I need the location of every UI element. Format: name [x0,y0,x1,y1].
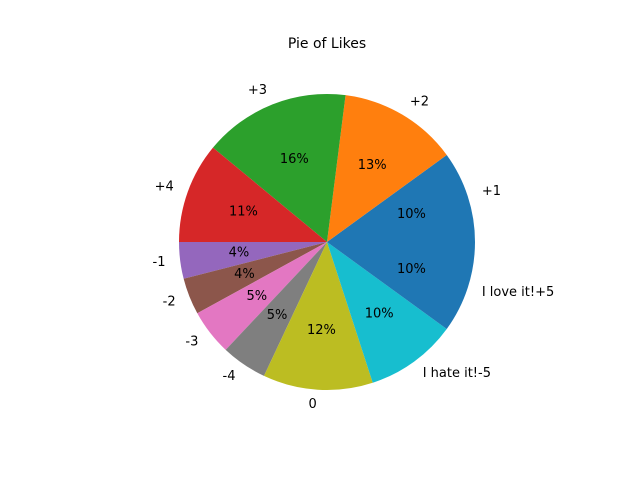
pie-slices [179,94,475,390]
slice-category-label: 0 [308,397,316,412]
slice-category-label: +1 [482,184,501,199]
slice-percent-label: 16% [280,152,309,167]
slice-category-label: -2 [163,294,176,309]
slice-category-label: +2 [410,94,429,109]
slice-category-label: -3 [185,334,198,349]
pie-slice [327,242,447,383]
pie-slice [263,242,373,390]
pie-slice [212,94,346,242]
slice-percent-label: 13% [358,158,387,173]
slice-category-label: I hate it!-5 [423,366,491,381]
chart-title: Pie of Likes [288,36,366,52]
slice-category-label: -1 [153,255,166,270]
slice-percent-label: 10% [365,306,394,321]
slice-category-label: +3 [248,83,267,98]
pie-slice [197,242,327,350]
pie-slice [327,242,475,329]
pie-slice [225,242,327,376]
slice-percent-label: 12% [307,323,336,338]
percent-labels: 10% 13% 16% 11% 4% 4% 5% 5% 12% 10% 10% [229,152,426,338]
slice-percent-label: 4% [229,246,250,261]
slice-category-label: I love it!+5 [482,285,554,300]
slice-category-label: -4 [223,369,236,384]
slice-category-label: +4 [155,179,174,194]
pie-slice [327,155,475,242]
slice-percent-label: 5% [247,289,268,304]
pie-slice [183,242,327,314]
pie-slice [179,147,327,242]
pie-slice [179,242,327,279]
slice-percent-label: 11% [229,204,258,219]
slice-percent-label: 4% [234,267,255,282]
slice-percent-label: 10% [397,262,426,277]
pie-slice [327,95,447,242]
slice-labels: +1 +2 +3 +4 -1 -2 -3 -4 0 I hate it!-5 I love it!+… [153,83,555,412]
slice-percent-label: 5% [267,308,288,323]
slice-percent-label: 10% [397,207,426,222]
